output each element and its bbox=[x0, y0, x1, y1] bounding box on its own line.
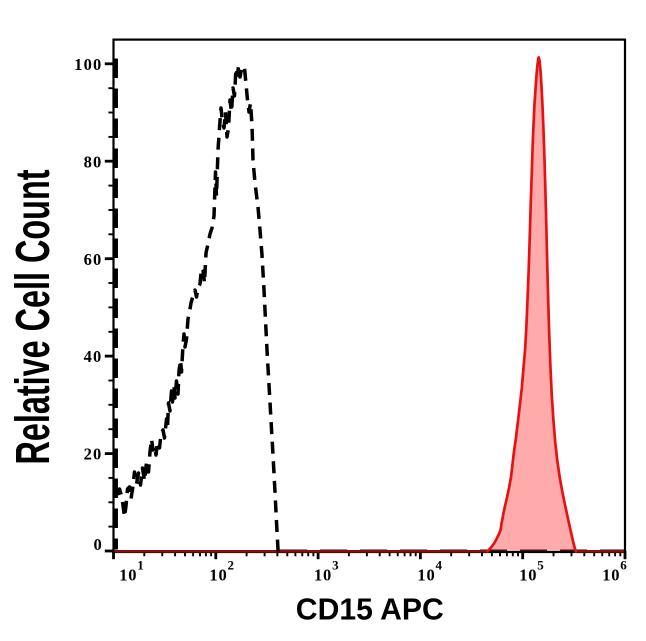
svg-text:0: 0 bbox=[93, 535, 102, 554]
svg-text:40: 40 bbox=[84, 347, 103, 366]
svg-text:20: 20 bbox=[84, 445, 103, 464]
svg-text:Relative Cell Count: Relative Cell Count bbox=[7, 169, 60, 464]
svg-text:80: 80 bbox=[84, 152, 103, 171]
svg-text:CD15 APC: CD15 APC bbox=[296, 591, 444, 626]
svg-text:100: 100 bbox=[74, 55, 102, 74]
svg-text:60: 60 bbox=[84, 250, 103, 269]
